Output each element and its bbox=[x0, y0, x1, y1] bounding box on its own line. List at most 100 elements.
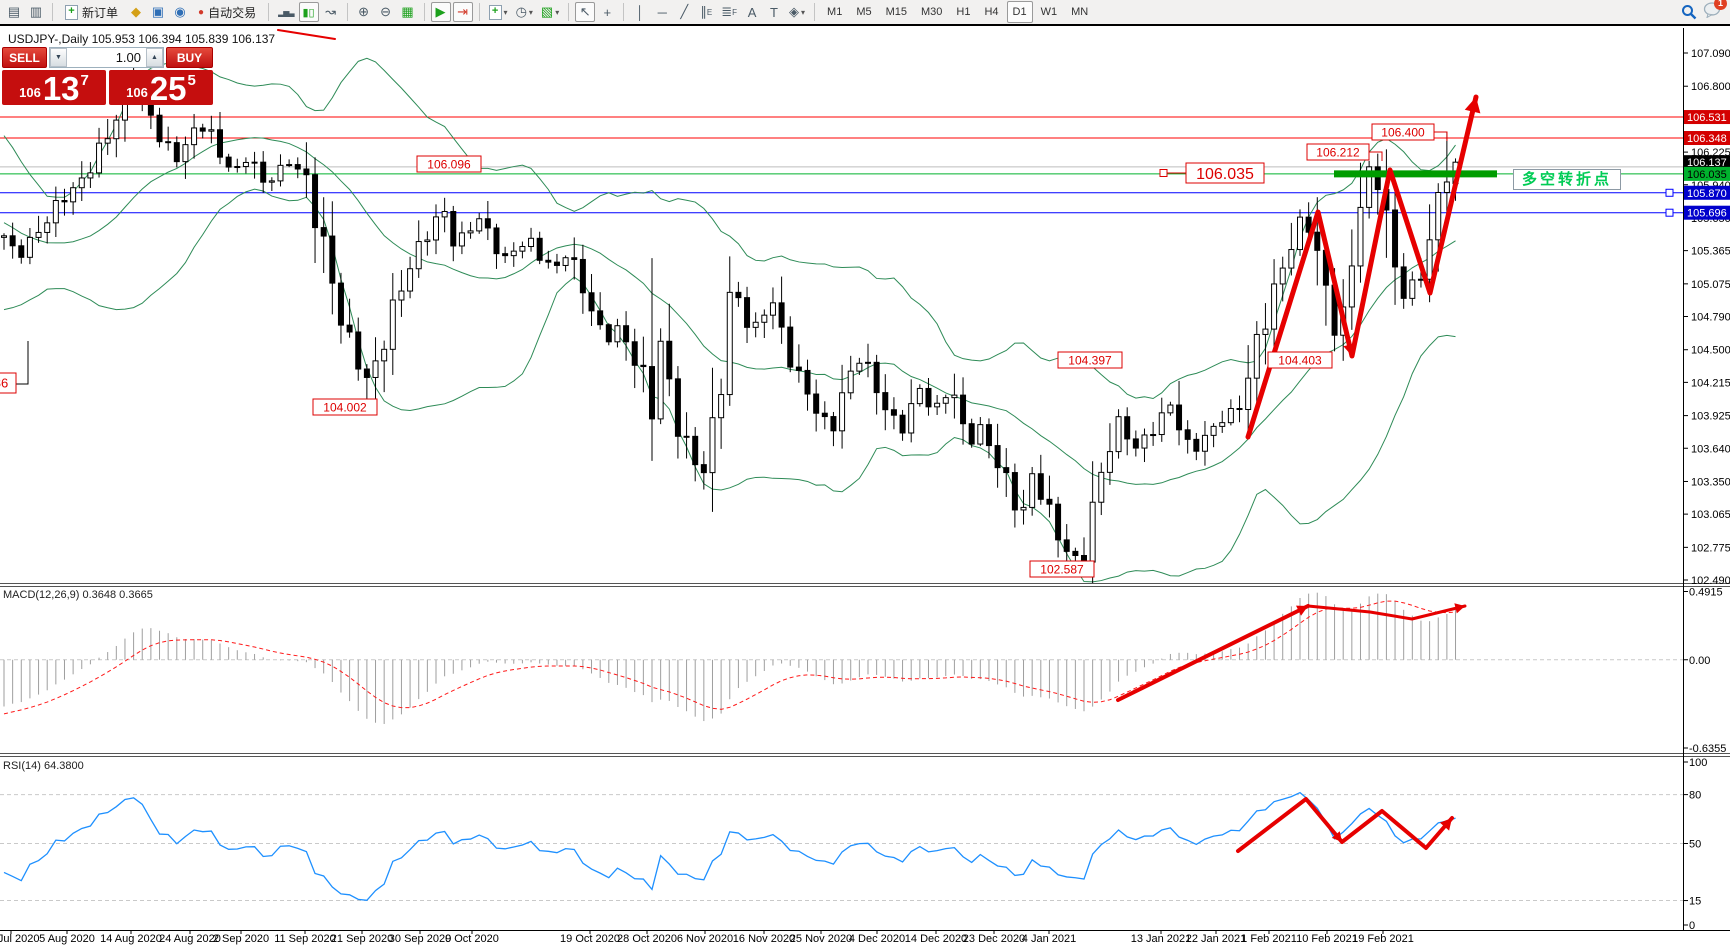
chart-shift-icon[interactable]: ⇥ bbox=[452, 2, 473, 22]
turning-point-text-label[interactable]: 多空转折点 bbox=[1513, 169, 1621, 190]
svg-text:4 Jan 2021: 4 Jan 2021 bbox=[1022, 933, 1076, 945]
svg-text:10 Feb 2021: 10 Feb 2021 bbox=[1296, 933, 1358, 945]
rsi-panel bbox=[3, 791, 1456, 901]
volume-increase-button[interactable]: ▲ bbox=[146, 48, 163, 67]
toolbar-separator bbox=[568, 3, 570, 21]
text-icon[interactable]: A bbox=[747, 4, 757, 20]
buy-price-prefix: 106 bbox=[126, 85, 148, 100]
vertical-line-icon[interactable]: │ bbox=[636, 4, 645, 20]
sell-button[interactable]: SELL bbox=[2, 47, 47, 68]
autotrading-button[interactable]: ● 自动交易 bbox=[192, 2, 262, 22]
search-icon[interactable] bbox=[1681, 4, 1697, 20]
svg-text:19 Oct 2020: 19 Oct 2020 bbox=[560, 933, 620, 945]
sell-price-prefix: 106 bbox=[19, 85, 41, 100]
svg-text:106.348: 106.348 bbox=[1687, 133, 1727, 145]
equidistant-channel-icon[interactable]: ∥ E bbox=[700, 4, 713, 19]
chart-area: 107.090106.800106.510106.225105.940105.6… bbox=[0, 26, 1730, 945]
svg-text:103.925: 103.925 bbox=[1691, 411, 1730, 423]
volume-box: ▼ 1.00 ▲ bbox=[49, 47, 164, 68]
svg-text:106.035: 106.035 bbox=[1196, 166, 1254, 183]
trend-arrows[interactable] bbox=[277, 29, 1481, 853]
price-callouts[interactable]: 106.096 106.035 106.212 106.400 104.397 104.4… bbox=[0, 123, 1448, 578]
new-order-label: 新订单 bbox=[82, 5, 119, 20]
svg-text:105.696: 105.696 bbox=[1687, 208, 1727, 220]
data-window-icon[interactable]: ▥ bbox=[29, 4, 43, 19]
one-click-trading-panel: SELL ▼ 1.00 ▲ BUY 106 13 7 106 25 5 bbox=[2, 47, 213, 105]
svg-text:106.400: 106.400 bbox=[1381, 125, 1425, 139]
new-order-button[interactable]: + 新订单 bbox=[59, 2, 124, 22]
text-label-icon[interactable]: T bbox=[770, 4, 778, 20]
zoom-out-icon[interactable]: ⊖ bbox=[380, 4, 391, 19]
market-watch-icon[interactable]: ▤ bbox=[7, 4, 21, 19]
svg-text:11 Sep 2020: 11 Sep 2020 bbox=[274, 933, 336, 945]
timeframe-mn[interactable]: MN bbox=[1071, 6, 1089, 18]
main-arrow[interactable] bbox=[1245, 94, 1481, 440]
autotrading-status-icon: ● bbox=[198, 6, 205, 18]
timeframe-d1[interactable]: D1 bbox=[1006, 1, 1033, 23]
svg-text:6 Nov 2020: 6 Nov 2020 bbox=[677, 933, 733, 945]
navigator-icon[interactable]: ▣ bbox=[151, 4, 165, 19]
indicators-button[interactable]: + ▾ bbox=[486, 2, 511, 22]
bar-chart-icon[interactable]: ▂▅▃ bbox=[278, 7, 295, 17]
turning-point-level-bar[interactable] bbox=[1334, 170, 1497, 178]
left-callout-leader bbox=[16, 341, 29, 385]
chat-button[interactable]: 1 bbox=[1703, 0, 1727, 23]
fibonacci-icon[interactable]: ≣ F bbox=[721, 4, 738, 19]
trendline-icon[interactable]: ╱ bbox=[680, 4, 689, 19]
sell-price-button[interactable]: 106 13 7 bbox=[2, 70, 106, 105]
buy-price-button[interactable]: 106 25 5 bbox=[109, 70, 213, 105]
buy-button[interactable]: BUY bbox=[166, 47, 213, 68]
macd-arrow[interactable] bbox=[1306, 603, 1467, 621]
zoom-in-icon[interactable]: ⊕ bbox=[358, 4, 369, 19]
timeframe-h1[interactable]: H1 bbox=[956, 6, 971, 18]
toolbar-separator bbox=[814, 3, 816, 21]
timeframe-h4[interactable]: H4 bbox=[984, 6, 999, 18]
svg-text:9 Oct 2020: 9 Oct 2020 bbox=[445, 933, 499, 945]
cursor-icon[interactable]: ↖ bbox=[575, 2, 596, 22]
svg-text:23 Dec 2020: 23 Dec 2020 bbox=[963, 933, 1025, 945]
svg-text:105.075: 105.075 bbox=[1691, 279, 1730, 291]
volume-value[interactable]: 1.00 bbox=[115, 50, 141, 65]
toolbar-separator bbox=[346, 3, 348, 21]
timeframe-m5[interactable]: M5 bbox=[856, 6, 872, 18]
timeframe-w1[interactable]: W1 bbox=[1040, 6, 1058, 18]
candlestick-chart-icon[interactable]: ▮▯ bbox=[298, 2, 319, 22]
svg-text:0.4915: 0.4915 bbox=[1689, 587, 1723, 599]
sell-price-big: 13 bbox=[42, 69, 80, 107]
svg-text:103.065: 103.065 bbox=[1691, 509, 1730, 521]
main-arrow[interactable] bbox=[277, 29, 336, 40]
svg-text:22 Jan 2021: 22 Jan 2021 bbox=[1186, 933, 1247, 945]
svg-text:102.775: 102.775 bbox=[1691, 542, 1730, 554]
svg-text:19 Feb 2021: 19 Feb 2021 bbox=[1352, 933, 1414, 945]
tile-windows-icon[interactable]: ▦ bbox=[401, 4, 414, 19]
svg-text:104.500: 104.500 bbox=[1691, 345, 1730, 357]
timeframe-m1[interactable]: M1 bbox=[827, 6, 843, 18]
horizontal-line-icon[interactable]: ─ bbox=[657, 4, 667, 20]
crosshair-icon[interactable]: + bbox=[603, 4, 612, 20]
line-chart-icon[interactable]: ↝ bbox=[325, 4, 336, 19]
svg-text:13 Jan 2021: 13 Jan 2021 bbox=[1131, 933, 1192, 945]
shapes-button[interactable]: ◈ ▾ bbox=[789, 4, 806, 19]
periods-button[interactable]: ◷ ▾ bbox=[515, 4, 533, 19]
auto-scroll-icon[interactable]: ▶ bbox=[430, 2, 451, 22]
chart-title: USDJPY-,Daily 105.953 106.394 105.839 10… bbox=[8, 32, 276, 46]
svg-text:15: 15 bbox=[1689, 896, 1701, 908]
toolbar-separator bbox=[268, 3, 270, 21]
signal-icon[interactable]: ◉ bbox=[174, 4, 186, 19]
svg-text:106.212: 106.212 bbox=[1316, 145, 1360, 159]
timeframe-group: M1 M5 M15 M30 H1 H4 D1 W1 MN bbox=[820, 1, 1095, 23]
svg-text:100: 100 bbox=[1689, 757, 1707, 769]
macd-arrow[interactable] bbox=[1116, 604, 1310, 702]
svg-text:80: 80 bbox=[1689, 790, 1701, 802]
svg-text:102.490: 102.490 bbox=[1691, 575, 1730, 587]
rsi-arrow[interactable] bbox=[1236, 797, 1454, 853]
timeframe-m30[interactable]: M30 bbox=[921, 6, 943, 18]
metaeditor-icon[interactable]: ◆ bbox=[131, 4, 142, 19]
template-button[interactable]: ▧ ▾ bbox=[540, 4, 560, 19]
volume-decrease-button[interactable]: ▼ bbox=[50, 48, 67, 67]
svg-text:103.350: 103.350 bbox=[1691, 476, 1730, 488]
timeframe-m15[interactable]: M15 bbox=[885, 6, 908, 18]
svg-text:25 Nov 2020: 25 Nov 2020 bbox=[790, 933, 852, 945]
new-order-icon: + bbox=[65, 4, 78, 20]
